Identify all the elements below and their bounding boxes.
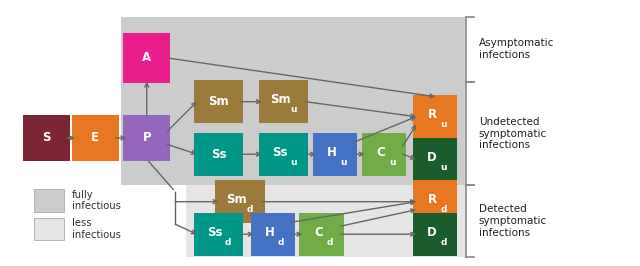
Text: less
infectious: less infectious (72, 218, 121, 240)
FancyBboxPatch shape (215, 180, 265, 223)
FancyBboxPatch shape (194, 80, 243, 123)
Text: Sm: Sm (269, 93, 291, 106)
FancyBboxPatch shape (194, 133, 243, 176)
FancyBboxPatch shape (23, 115, 70, 160)
Text: R: R (428, 193, 436, 206)
Text: D: D (428, 226, 437, 239)
Text: Sm: Sm (208, 95, 229, 108)
Text: C: C (376, 146, 385, 159)
Text: u: u (290, 105, 296, 114)
Text: fully
infectious: fully infectious (72, 190, 121, 211)
Text: d: d (326, 238, 333, 247)
FancyBboxPatch shape (362, 133, 406, 176)
FancyBboxPatch shape (413, 213, 458, 256)
Text: Sm: Sm (227, 193, 247, 206)
Text: H: H (265, 226, 275, 239)
Text: A: A (142, 51, 151, 64)
Text: P: P (143, 131, 151, 144)
Text: Ss: Ss (211, 148, 227, 161)
Text: Undetected
symptomatic
infections: Undetected symptomatic infections (479, 117, 547, 150)
FancyBboxPatch shape (194, 213, 243, 256)
Text: Ss: Ss (207, 226, 223, 239)
Text: D: D (428, 151, 437, 164)
Text: u: u (290, 158, 296, 167)
Text: H: H (327, 146, 337, 159)
Text: S: S (42, 131, 51, 144)
FancyBboxPatch shape (250, 213, 295, 256)
Text: d: d (440, 238, 447, 247)
Text: u: u (340, 158, 347, 167)
FancyBboxPatch shape (300, 213, 344, 256)
Bar (35, 189, 64, 212)
Text: d: d (278, 238, 284, 247)
Text: u: u (440, 163, 447, 172)
FancyBboxPatch shape (124, 115, 170, 160)
Text: d: d (246, 205, 253, 214)
Text: E: E (92, 131, 99, 144)
Text: d: d (225, 238, 231, 247)
Text: d: d (440, 205, 447, 214)
Text: Asymptomatic
infections: Asymptomatic infections (479, 38, 554, 60)
Bar (186, 185, 465, 257)
Text: R: R (428, 108, 436, 121)
FancyBboxPatch shape (413, 138, 458, 181)
Bar (35, 218, 64, 240)
FancyBboxPatch shape (259, 80, 308, 123)
Text: u: u (440, 120, 447, 129)
Text: Detected
symptomatic
infections: Detected symptomatic infections (479, 205, 547, 238)
Text: C: C (314, 226, 323, 239)
Bar (121, 17, 465, 185)
FancyBboxPatch shape (259, 133, 308, 176)
FancyBboxPatch shape (124, 33, 170, 83)
FancyBboxPatch shape (413, 180, 458, 223)
Text: Ss: Ss (272, 146, 288, 159)
Text: u: u (389, 158, 396, 167)
FancyBboxPatch shape (72, 115, 119, 160)
FancyBboxPatch shape (413, 95, 458, 138)
FancyBboxPatch shape (313, 133, 357, 176)
